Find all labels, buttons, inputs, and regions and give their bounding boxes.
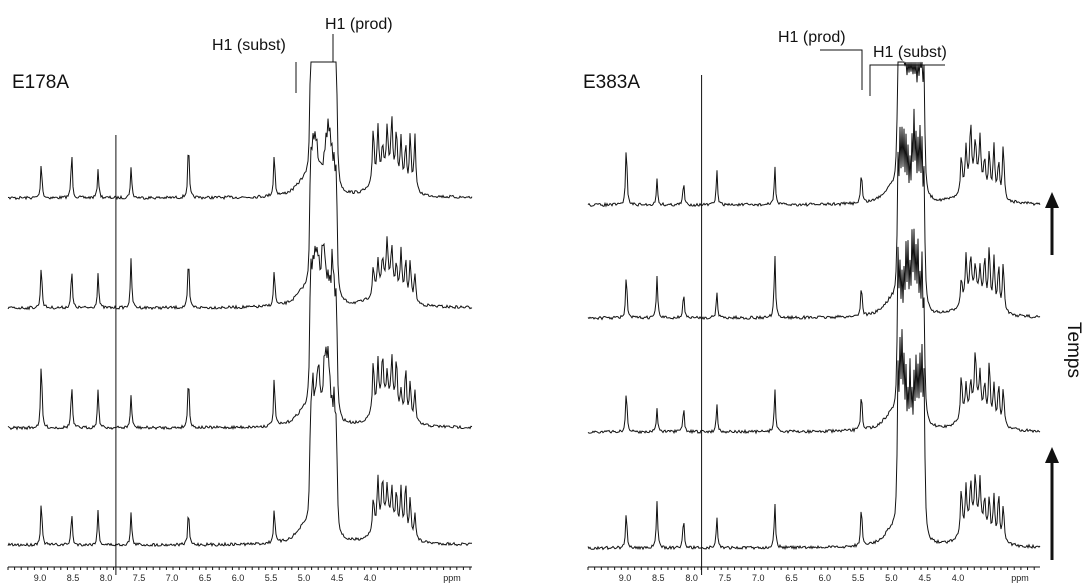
spectrum — [587, 329, 1041, 551]
tick-label: 5.0 — [885, 573, 898, 583]
tick-label: 5.5 — [852, 573, 865, 583]
tick-label: 8.5 — [652, 573, 665, 583]
tick-label: 4.5 — [918, 573, 931, 583]
annotation: H1 (prod) — [778, 29, 846, 46]
tick-label: 7.5 — [719, 573, 732, 583]
spectrum — [7, 346, 472, 548]
tick-label: 8.0 — [685, 573, 698, 583]
tick-label: 7.0 — [166, 573, 179, 583]
spectrum — [7, 242, 473, 431]
spectrum — [7, 61, 473, 201]
tick-label: 7.0 — [752, 573, 765, 583]
tick-label: 5.0 — [298, 573, 311, 583]
spectrum — [587, 108, 1041, 321]
side-label: Temps — [1063, 322, 1084, 378]
tick-label: 6.5 — [785, 573, 798, 583]
arrow-head — [1045, 447, 1059, 463]
axis-unit: ppm — [1011, 573, 1029, 583]
tick-label: 7.5 — [133, 573, 146, 583]
spectrum — [7, 118, 473, 311]
marker — [820, 49, 863, 90]
tick-label: 4.0 — [364, 573, 377, 583]
tick-label: 4.5 — [331, 573, 344, 583]
panel-label: E383A — [583, 72, 640, 93]
annotation: H1 (subst) — [212, 37, 286, 54]
tick-label: 6.5 — [199, 573, 212, 583]
annotation: H1 (prod) — [325, 16, 393, 33]
tick-label: 9.0 — [34, 573, 47, 583]
tick-label: 5.5 — [265, 573, 278, 583]
tick-label: 9.0 — [619, 573, 632, 583]
axis-unit: ppm — [443, 573, 461, 583]
tick-label: 6.0 — [819, 573, 832, 583]
tick-label: 6.0 — [232, 573, 245, 583]
arrow-head — [1045, 192, 1059, 208]
spectrum — [587, 61, 1041, 208]
panel-label: E178A — [12, 72, 69, 93]
tick-label: 4.0 — [952, 573, 965, 583]
annotation: H1 (subst) — [873, 44, 947, 61]
tick-label: 8.0 — [100, 573, 113, 583]
spectrum — [587, 228, 1041, 435]
tick-label: 8.5 — [67, 573, 80, 583]
